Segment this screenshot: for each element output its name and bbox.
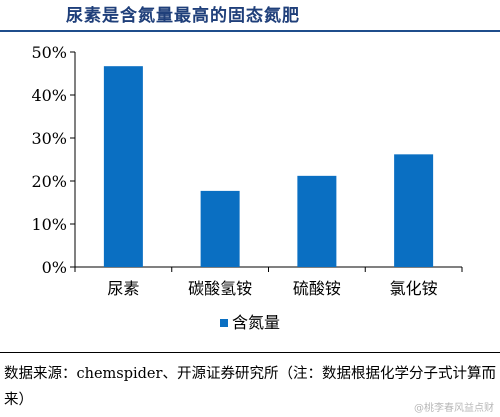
source-divider: [0, 352, 500, 353]
title-divider: [0, 30, 500, 32]
legend-swatch: [220, 319, 228, 327]
x-tick-label: 碳酸氢铵: [188, 279, 252, 298]
data-source-note: 数据来源：chemspider、开源证券研究所（注：数据根据化学分子式计算而来）: [4, 366, 496, 408]
legend-label: 含氮量: [232, 313, 280, 332]
y-tick-label: 40%: [31, 86, 67, 105]
y-tick-label: 20%: [31, 172, 67, 191]
y-tick-label: 50%: [31, 43, 67, 62]
x-tick-label: 尿素: [107, 279, 139, 298]
chart-title: 尿素是含氮量最高的固态氮肥: [66, 6, 300, 26]
y-tick-label: 30%: [31, 129, 67, 148]
x-tick-label: 氯化铵: [390, 279, 438, 298]
y-axis: 0% 10% 20% 30% 40% 50%: [31, 43, 76, 277]
y-tick-label: 0%: [42, 258, 67, 277]
bar: [394, 154, 434, 267]
watermark: @桃李春风益点财: [414, 403, 494, 414]
x-axis: 尿素 碳酸氢铵 硫酸铵 氯化铵: [74, 266, 463, 298]
x-tick-label: 硫酸铵: [293, 279, 341, 298]
bar: [297, 175, 337, 267]
y-tick-label: 10%: [31, 215, 67, 234]
bar-series: [103, 66, 434, 267]
legend: 含氮量: [220, 313, 280, 332]
bar-chart: 0% 10% 20% 30% 40% 50% 尿素 碳酸氢铵 硫酸铵 氯化铵 含氮量: [31, 43, 463, 332]
bar: [200, 190, 240, 267]
bar: [103, 66, 143, 267]
